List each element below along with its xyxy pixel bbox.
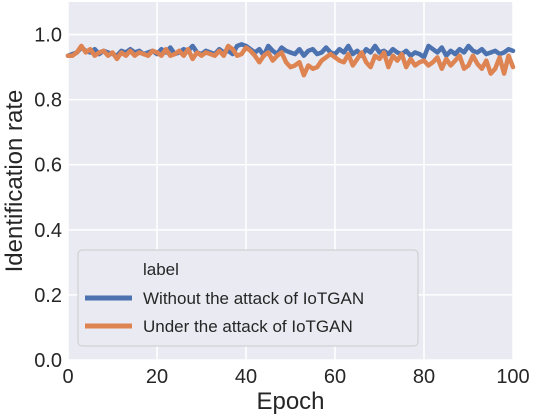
y-tick-label: 0.2 — [34, 285, 62, 307]
series-lines — [65, 42, 516, 78]
x-tick-label: 100 — [496, 366, 529, 388]
legend-box — [77, 249, 419, 347]
y-axis-title: Identification rate — [1, 90, 28, 273]
y-tick-label: 0.4 — [34, 220, 62, 242]
x-tick-label: 80 — [413, 366, 435, 388]
tick-labels: 0 20 40 60 80 100 0.0 0.2 0.4 0.6 0.8 1.0 — [34, 25, 530, 388]
y-tick-label: 1.0 — [34, 25, 62, 47]
y-tick-label: 0.8 — [34, 90, 62, 112]
series-line-under-attack — [65, 43, 516, 78]
y-tick-label: 0.6 — [34, 155, 62, 177]
x-tick-label: 60 — [324, 366, 346, 388]
x-tick-label: 40 — [235, 366, 257, 388]
x-tick-label: 20 — [146, 366, 168, 388]
legend: label Without the attack of IoTGAN Under… — [77, 249, 419, 347]
legend-title: label — [143, 260, 179, 279]
x-tick-label: 0 — [62, 366, 73, 388]
legend-label-without-attack: Without the attack of IoTGAN — [143, 289, 364, 308]
x-axis-title: Epoch — [256, 388, 324, 414]
legend-label-under-attack: Under the attack of IoTGAN — [143, 317, 353, 336]
y-tick-label: 0.0 — [34, 350, 62, 372]
